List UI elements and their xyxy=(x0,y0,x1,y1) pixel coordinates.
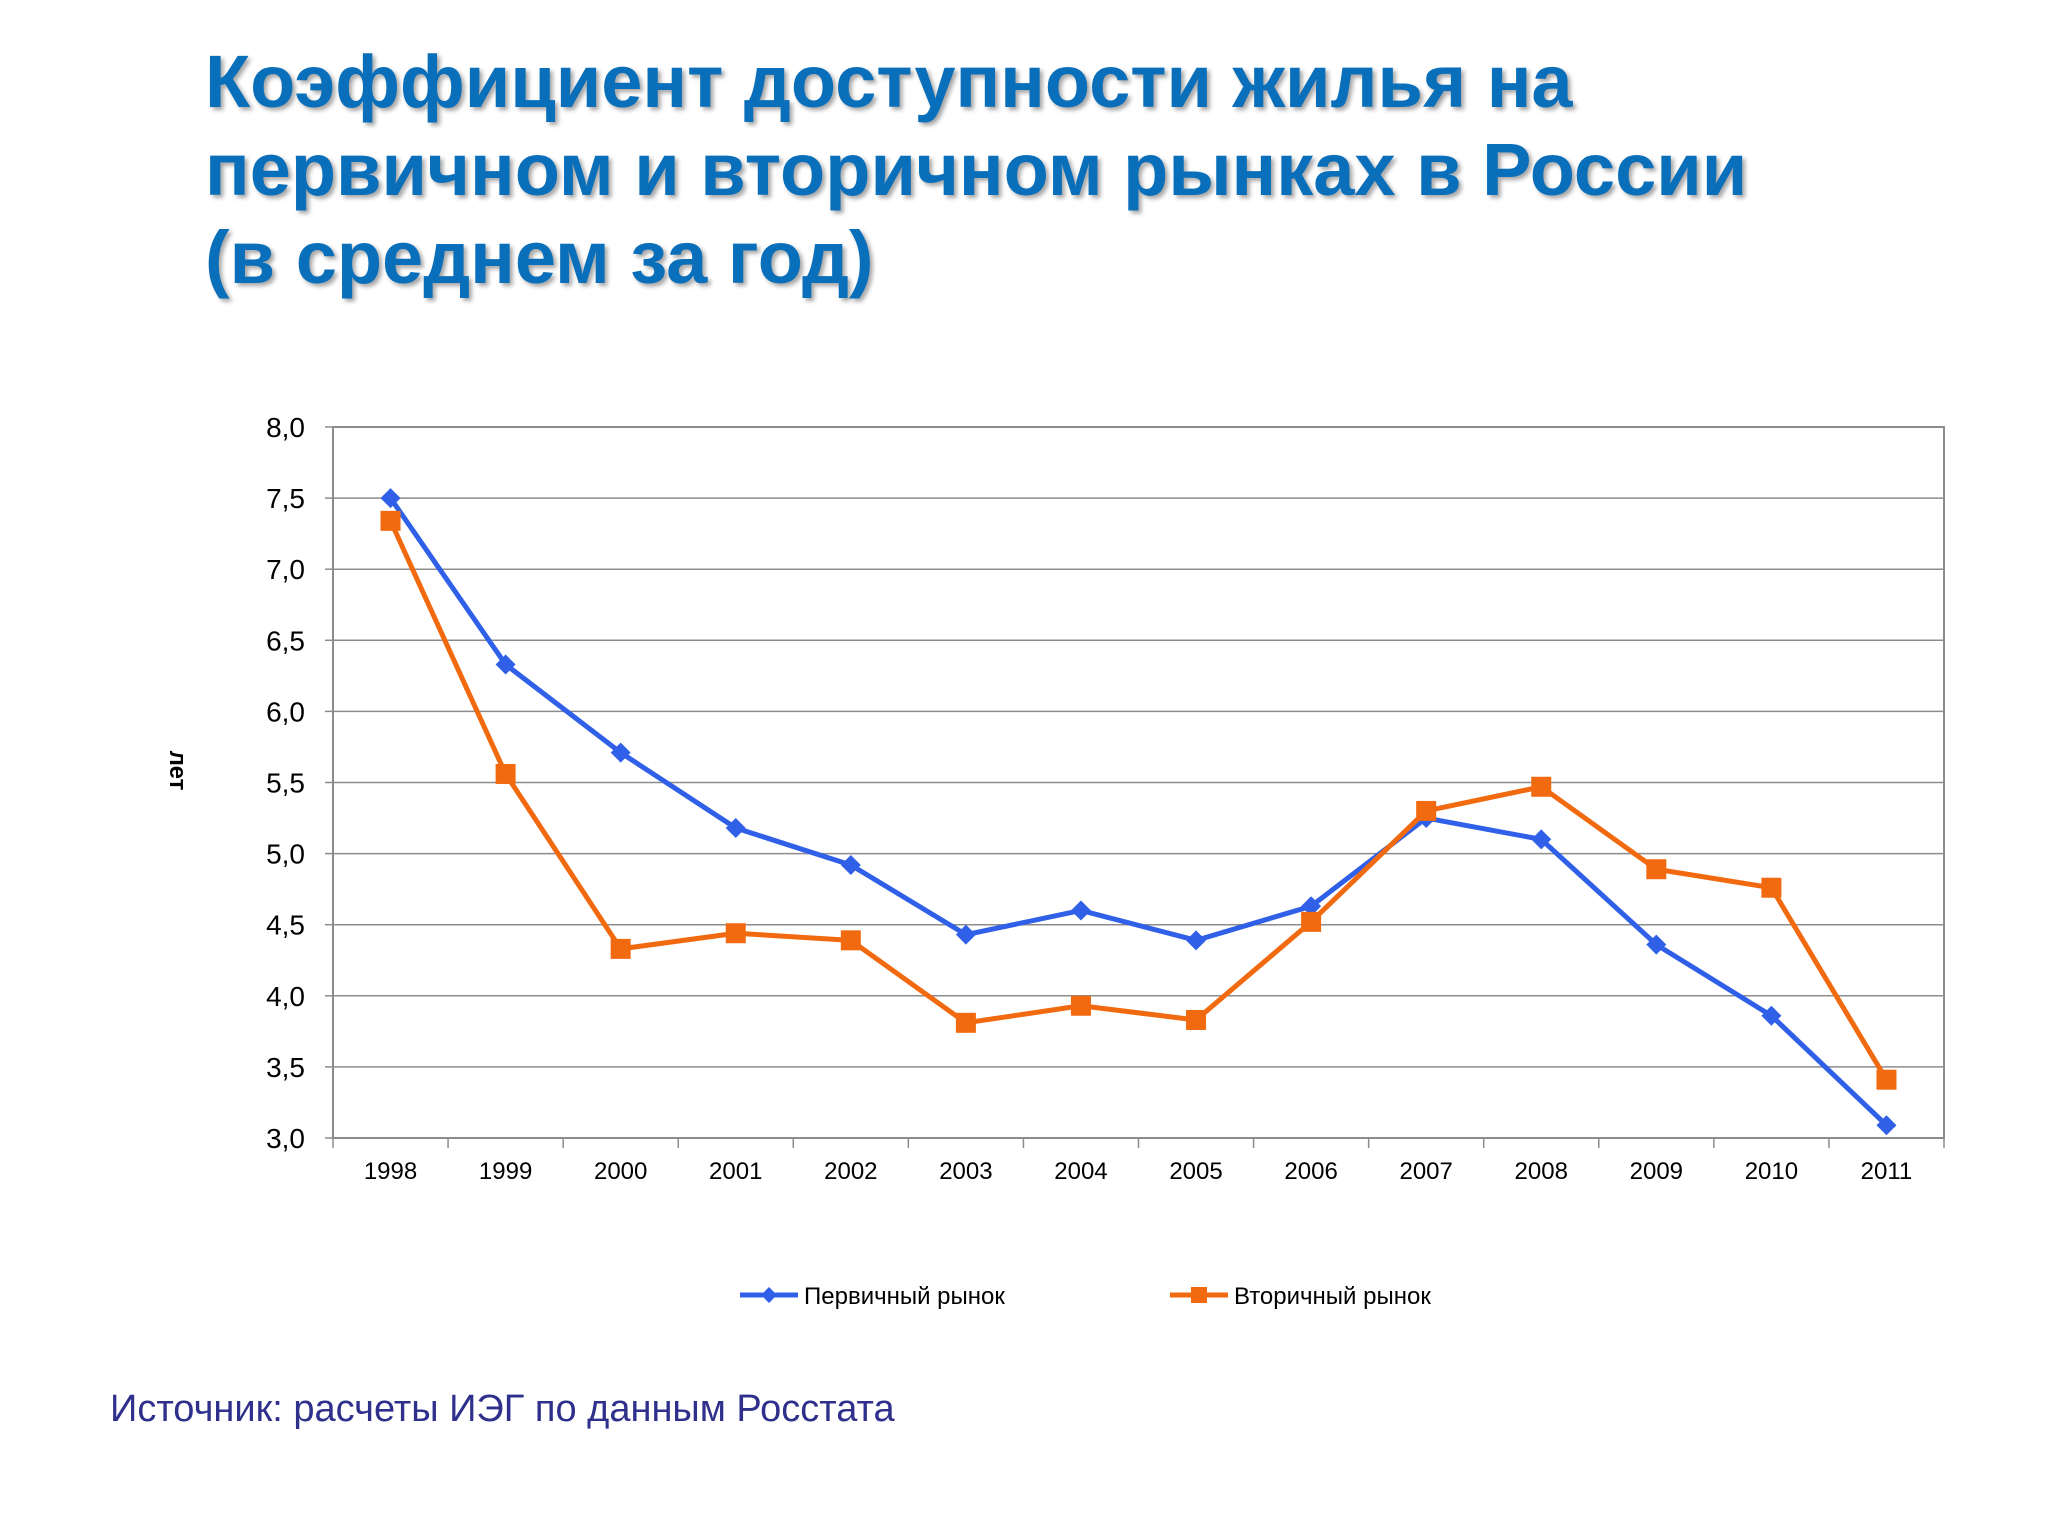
legend: Первичный рынок Вторичный рынок xyxy=(740,1283,1431,1310)
series xyxy=(380,488,1897,1136)
x-tick-label: 2009 xyxy=(1630,1158,1683,1185)
title-line-1: Коэффициент доступности жилья на xyxy=(205,40,1573,123)
y-tick-label: 5,5 xyxy=(266,768,305,799)
y-tick-label: 4,5 xyxy=(266,910,305,941)
data-point xyxy=(1531,776,1552,797)
page-title: Коэффициент доступности жилья на первичн… xyxy=(205,38,1985,302)
x-tick-label: 2011 xyxy=(1861,1158,1913,1185)
y-tick-label: 6,0 xyxy=(266,696,305,727)
legend-item: Вторичный рынок xyxy=(1170,1283,1431,1310)
data-point xyxy=(1301,911,1322,932)
data-point xyxy=(610,938,631,959)
y-tick-label: 8,0 xyxy=(266,412,305,443)
x-tick-label: 2008 xyxy=(1515,1158,1568,1185)
x-tick-label: 1999 xyxy=(479,1158,532,1185)
data-point xyxy=(955,924,976,945)
y-tick-label: 3,5 xyxy=(266,1052,305,1083)
series-2 xyxy=(380,510,1897,1090)
x-tick-label: 2010 xyxy=(1745,1158,1798,1185)
x-tick-label: 2006 xyxy=(1284,1158,1337,1185)
data-point xyxy=(1186,1009,1207,1030)
x-tick-label: 2005 xyxy=(1169,1158,1222,1185)
x-tick-label: 2001 xyxy=(709,1158,762,1185)
series-line xyxy=(388,519,1889,1081)
x-tick-label: 2002 xyxy=(824,1158,877,1185)
y-tick-label: 6,5 xyxy=(266,625,305,656)
x-tick-label: 1998 xyxy=(364,1158,417,1185)
title-line-3: (в среднем за год) xyxy=(205,216,874,299)
y-tick-label: 4,0 xyxy=(266,981,305,1012)
data-point xyxy=(380,488,401,509)
y-tick-label: 7,5 xyxy=(266,483,305,514)
y-axis-ticks: 3,0 3,5 4,0 4,5 5,0 5,5 6,0 6,5 7,0 7,5 8,0 xyxy=(266,412,333,1154)
data-point xyxy=(840,854,861,875)
data-point xyxy=(495,654,516,675)
x-tick-label: 2004 xyxy=(1054,1158,1107,1185)
data-point xyxy=(1761,877,1782,898)
y-tick-label: 7,0 xyxy=(266,554,305,585)
y-tick-label: 5,0 xyxy=(266,839,305,870)
data-point xyxy=(1070,900,1091,921)
data-point xyxy=(1186,930,1207,951)
data-point xyxy=(1876,1069,1897,1090)
x-tick-label: 2000 xyxy=(594,1158,647,1185)
legend-item: Первичный рынок xyxy=(740,1283,1005,1310)
y-tick-label: 3,0 xyxy=(266,1123,305,1154)
data-point xyxy=(1531,829,1552,850)
data-point xyxy=(1761,1005,1782,1026)
data-point xyxy=(1646,859,1667,880)
data-point xyxy=(495,763,516,784)
title-line-2: первичном и вторичном рынках в России xyxy=(205,128,1748,211)
series-1 xyxy=(380,488,1897,1136)
source-note: Источник: расчеты ИЭГ по данным Росстата xyxy=(110,1388,895,1430)
x-tick-label: 2003 xyxy=(939,1158,992,1185)
y-axis-label: лет xyxy=(164,751,191,791)
data-point xyxy=(1070,995,1091,1016)
legend-marker xyxy=(1191,1287,1207,1303)
data-point xyxy=(1301,896,1322,917)
x-tick-label: 2007 xyxy=(1399,1158,1452,1185)
legend-label: Первичный рынок xyxy=(804,1283,1005,1310)
gridlines xyxy=(333,426,1944,1139)
data-point xyxy=(955,1012,976,1033)
legend-label: Вторичный рынок xyxy=(1234,1283,1431,1310)
data-point xyxy=(1876,1115,1897,1136)
series-line xyxy=(388,496,1889,1128)
data-point xyxy=(1646,934,1667,955)
data-point xyxy=(725,923,746,944)
data-point xyxy=(1416,800,1437,821)
data-point xyxy=(840,930,861,951)
data-point xyxy=(610,742,631,763)
legend-marker xyxy=(761,1287,777,1303)
data-point xyxy=(380,510,401,531)
x-axis-ticks: 1998 1999 2000 2001 2002 2003 2004 2005 2006 2007… xyxy=(332,1138,1945,1185)
data-point xyxy=(725,818,746,839)
